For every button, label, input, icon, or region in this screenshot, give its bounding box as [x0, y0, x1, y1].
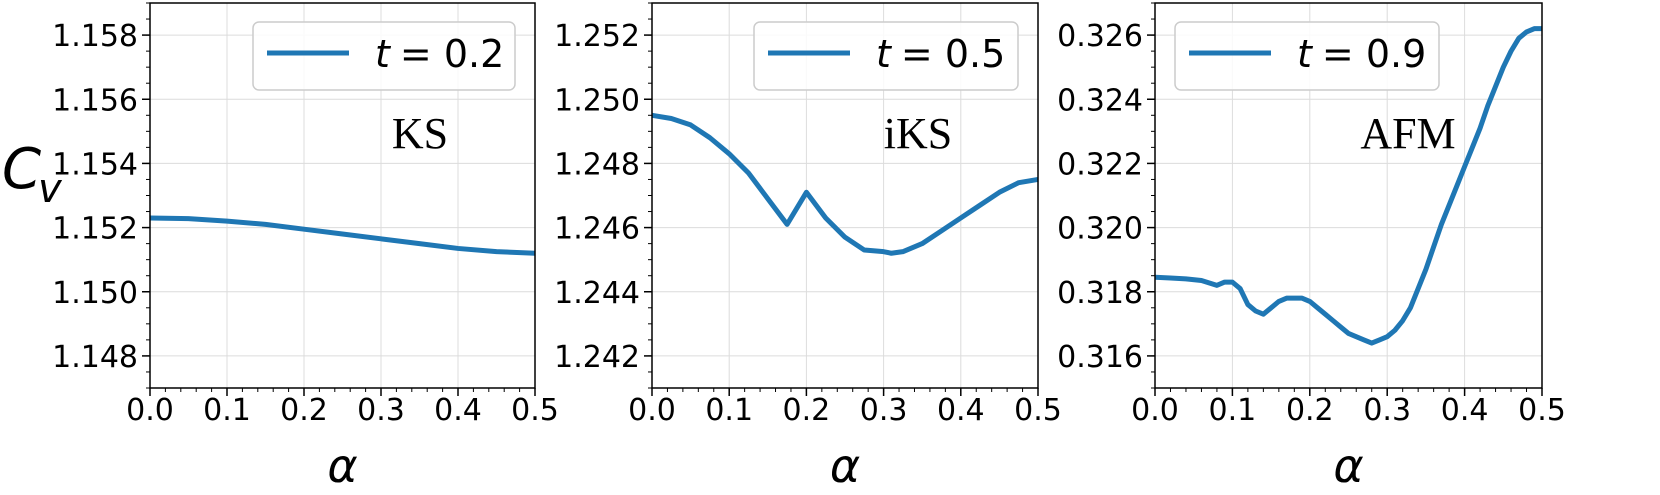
- x-tick-label: 0.3: [1363, 393, 1411, 428]
- series-line: [651, 112, 1039, 256]
- x-tick-label: 0.3: [860, 393, 908, 428]
- x-tick-label: 0.1: [1209, 393, 1257, 428]
- x-tick-label: 0.2: [1286, 393, 1334, 428]
- y-tick-label: 0.318: [1057, 276, 1143, 311]
- x-tick-label: 0.1: [705, 393, 753, 428]
- ticks: 0.0 0.1 0.2 0.3 0.4 0.5 1.242 1.244 1.246 1.248 1.…: [554, 2, 1062, 428]
- legend-label: t = 0.9: [1297, 32, 1426, 76]
- x-tick-label: 0.5: [1014, 393, 1062, 428]
- panel-annotation: AFM: [1360, 109, 1455, 158]
- y-tick-label: 1.156: [52, 83, 138, 118]
- x-tick-label: 0.5: [511, 393, 559, 428]
- y-tick-label: 1.150: [52, 276, 138, 311]
- legend-label: t = 0.2: [375, 32, 504, 76]
- panel-annotation: iKS: [884, 109, 952, 158]
- y-axis-title: C v: [2, 137, 63, 212]
- x-axis-label: α: [830, 439, 860, 493]
- x-tick-label: 0.2: [783, 393, 831, 428]
- y-tick-label: 1.248: [554, 147, 640, 182]
- legend-var: t: [375, 32, 392, 76]
- y-tick-label: 1.148: [52, 340, 138, 375]
- legend-box: [753, 21, 1019, 91]
- x-tick-label: 0.2: [280, 393, 328, 428]
- y-tick-label: 0.320: [1057, 212, 1143, 247]
- y-tick-label: 0.322: [1057, 147, 1143, 182]
- ticks: 0.0 0.1 0.2 0.3 0.4 0.5 1.148 1.150 1.152 1.154 1.…: [52, 2, 559, 428]
- legend-box: [252, 21, 516, 91]
- y-tick-label: 0.316: [1057, 340, 1143, 375]
- legend-value: = 0.2: [400, 32, 504, 76]
- plot-frame: [651, 2, 1039, 389]
- y-tick-label: 1.250: [554, 83, 640, 118]
- ticks: 0.0 0.1 0.2 0.3 0.4 0.5 0.316 0.318 0.320 0.322 0.…: [1057, 2, 1566, 428]
- legend-box: [1174, 21, 1440, 91]
- plot-frame: [149, 2, 536, 389]
- legend-var: t: [1297, 32, 1314, 76]
- y-tick-label: 1.244: [554, 276, 640, 311]
- legend-value: = 0.5: [901, 32, 1005, 76]
- legend: t = 0.9: [1174, 21, 1440, 91]
- panel-annotation: KS: [392, 109, 448, 158]
- legend-label: t = 0.5: [876, 32, 1005, 76]
- plot-frame: [1154, 2, 1543, 389]
- x-axis-label: α: [1333, 439, 1363, 493]
- panels: 0.0 0.1 0.2 0.3 0.4 0.5 1.148 1.150 1.152 1.154 1.…: [52, 2, 1566, 493]
- series-line: [149, 215, 536, 256]
- y-tick-label: 1.154: [52, 147, 138, 182]
- ylabel-main: C: [2, 137, 41, 202]
- y-tick-label: 0.326: [1057, 19, 1143, 54]
- y-tick-label: 1.252: [554, 19, 640, 54]
- x-tick-label: 0.1: [203, 393, 251, 428]
- x-tick-label: 0.0: [1131, 393, 1179, 428]
- y-tick-label: 1.158: [52, 19, 138, 54]
- x-tick-label: 0.0: [126, 393, 174, 428]
- x-tick-label: 0.4: [937, 393, 985, 428]
- x-tick-label: 0.4: [1441, 393, 1489, 428]
- legend: t = 0.2: [252, 21, 516, 91]
- series-line: [1154, 26, 1542, 346]
- y-tick-label: 0.324: [1057, 83, 1143, 118]
- x-tick-label: 0.3: [357, 393, 405, 428]
- x-tick-label: 0.0: [628, 393, 676, 428]
- ylabel-subscript: v: [38, 166, 63, 212]
- x-tick-label: 0.5: [1518, 393, 1566, 428]
- legend-value: = 0.9: [1322, 32, 1426, 76]
- panel-3: 0.0 0.1 0.2 0.3 0.4 0.5 0.316 0.318 0.320 0.322 0.…: [1057, 2, 1566, 493]
- legend-var: t: [876, 32, 893, 76]
- y-tick-label: 1.242: [554, 340, 640, 375]
- y-tick-label: 1.246: [554, 212, 640, 247]
- legend: t = 0.5: [753, 21, 1019, 91]
- panel-2: 0.0 0.1 0.2 0.3 0.4 0.5 1.242 1.244 1.246 1.248 1.…: [554, 2, 1062, 493]
- y-tick-label: 1.152: [52, 212, 138, 247]
- panel-1: 0.0 0.1 0.2 0.3 0.4 0.5 1.148 1.150 1.152 1.154 1.…: [52, 2, 559, 493]
- x-axis-label: α: [327, 439, 357, 493]
- x-tick-label: 0.4: [434, 393, 482, 428]
